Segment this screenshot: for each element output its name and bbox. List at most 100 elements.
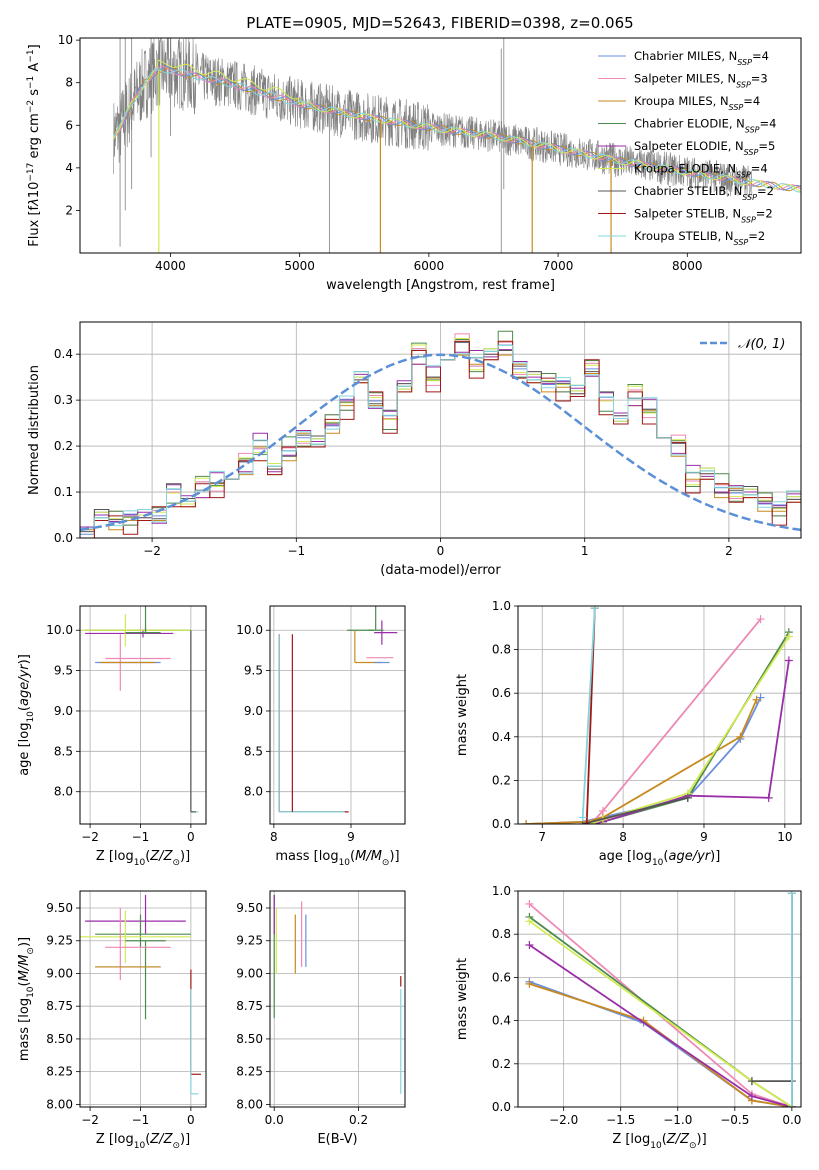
x-axis-label: Z [log10(Z/Z⊙)] — [96, 1132, 190, 1151]
x-tick-label: 0.0 — [782, 1113, 801, 1127]
x-tick-label: 8 — [619, 830, 627, 844]
plot-area — [278, 606, 398, 813]
x-axis-label: E(B-V) — [317, 1132, 357, 1147]
weight-marker — [736, 732, 745, 741]
y-tick-label: 9.00 — [236, 966, 263, 980]
x-tick-label: 10 — [777, 830, 792, 844]
x-axis-label: wavelength [Angstrom, rest frame] — [326, 278, 555, 293]
weight-marker — [756, 615, 765, 624]
chart-age_vs_Z: −2 −1 0 8.0 8.5 9.0 9.5 10.0 Z [log10(Z/Z⊙)] age … — [17, 605, 207, 868]
x-axis-label: mass [log10(M/M⊙)] — [275, 849, 399, 868]
axes-frame — [79, 890, 207, 1108]
histogram-step — [80, 341, 801, 533]
y-tick-label: 8.50 — [46, 1032, 73, 1046]
grid — [518, 605, 801, 825]
weight-line — [590, 660, 790, 824]
weight-marker — [784, 632, 793, 641]
weight-marker — [578, 813, 587, 822]
weight-line — [590, 636, 790, 824]
plot-area — [525, 891, 796, 1107]
weight-line — [581, 608, 596, 818]
weight-marker — [525, 899, 534, 908]
x-tick-label: 9 — [347, 830, 355, 844]
plot-area — [522, 606, 793, 824]
axes-frame — [79, 605, 207, 825]
weight-line — [529, 980, 793, 1107]
weight-marker — [590, 606, 599, 613]
y-tick-label: 0.6 — [492, 686, 511, 700]
y-tick-label: 0.2 — [492, 773, 511, 787]
y-tick-label: 8.75 — [46, 999, 73, 1013]
y-tick-label: 8.5 — [54, 744, 73, 758]
axes-frame — [517, 605, 802, 825]
y-tick-label: 0.2 — [54, 439, 73, 453]
weight-marker — [582, 820, 591, 824]
model-spectrum-line — [113, 67, 801, 193]
legend-label: Kroupa ELODIE, NSSP=4 — [634, 162, 768, 180]
x-tick-label: 7 — [538, 830, 546, 844]
y-tick-label: 0.0 — [492, 1100, 511, 1114]
legend-label: Kroupa MILES, NSSP=4 — [634, 94, 760, 112]
y-tick-label: 0.8 — [492, 643, 511, 657]
chart-age_vs_mass: 8 9 8.0 8.5 9.0 9.5 10.0 mass [log10(M/M⊙)] — [236, 605, 406, 868]
y-tick-label: 9.0 — [244, 704, 263, 718]
legend: 𝒩(0, 1) — [700, 337, 785, 352]
y-tick-label: 9.00 — [46, 966, 73, 980]
weight-line — [526, 699, 758, 824]
weight-marker — [764, 793, 773, 802]
normal-curve — [80, 353, 801, 532]
y-axis-label: mass [log10(M/M⊙)] — [17, 937, 36, 1061]
x-tick-label: −2.0 — [549, 1113, 578, 1127]
weight-marker — [522, 820, 531, 824]
weight-marker — [525, 941, 534, 949]
y-tick-label: 8.00 — [236, 1097, 263, 1111]
weight-marker — [525, 917, 534, 926]
x-axis-label: Z [log10(Z/Z⊙)] — [612, 1132, 706, 1151]
y-tick-label: 0.8 — [492, 927, 511, 941]
x-tick-label: 0 — [187, 830, 195, 844]
y-axis-label: Flux [fλ10−17 erg cm−2 s−1 A−1] — [26, 44, 42, 246]
y-tick-label: 8.75 — [236, 999, 263, 1013]
figure-title: PLATE=0905, MJD=52643, FIBERID=0398, z=0… — [246, 14, 633, 32]
model-spectrum-line — [113, 66, 801, 191]
histogram-step — [80, 333, 801, 538]
y-tick-label: 8.00 — [46, 1097, 73, 1111]
weight-marker — [683, 793, 692, 802]
y-tick-label: 0.6 — [492, 970, 511, 984]
x-tick-label: 5000 — [284, 259, 315, 273]
grid — [270, 606, 405, 824]
axes-frame — [79, 37, 802, 254]
y-tick-label: 8.5 — [244, 744, 263, 758]
chart-mass_weight_vs_age: 7 8 9 10 0.0 0.2 0.4 0.6 0.8 1.0 age [log10(age/yr… — [455, 599, 802, 868]
x-tick-label: −2 — [81, 830, 99, 844]
x-tick-label: −1 — [132, 1113, 150, 1127]
x-tick-label: 4000 — [155, 259, 186, 273]
x-tick-label: 2 — [725, 544, 733, 558]
legend-label: Salpeter MILES, NSSP=3 — [634, 72, 768, 90]
y-tick-label: 0.1 — [54, 485, 73, 499]
y-tick-label: 0.4 — [54, 347, 73, 361]
weight-line — [529, 983, 793, 1107]
y-tick-label: 8.25 — [46, 1065, 73, 1079]
grid — [80, 606, 206, 824]
y-axis-label: mass weight — [455, 958, 470, 1040]
x-tick-label: −2 — [143, 544, 161, 558]
chart-mass_vs_Z: −2 −1 0 8.00 8.25 8.50 8.75 9.00 9.25 9.50 Z [log1… — [17, 890, 207, 1151]
x-tick-label: 0.0 — [265, 1113, 284, 1127]
y-tick-label: 9.50 — [46, 901, 73, 915]
x-axis-label: age [log10(age/yr)] — [599, 849, 721, 868]
chart-mass_vs_EBV: 0.0 0.2 8.00 8.25 8.50 8.75 9.00 9.25 9.50 E(B-V) — [236, 890, 406, 1147]
weight-line — [582, 796, 689, 824]
y-tick-label: 9.5 — [54, 664, 73, 678]
legend-label: 𝒩(0, 1) — [738, 337, 785, 352]
weight-marker — [787, 1103, 796, 1107]
chart-spectrum: 4000 5000 6000 7000 8000 2 4 6 8 10 wavelength [An… — [26, 33, 802, 293]
weight-marker — [752, 695, 761, 704]
model-spectrum-line — [113, 66, 801, 192]
weight-marker — [747, 1092, 756, 1101]
y-tick-label: 10 — [58, 33, 73, 47]
y-tick-label: 10.0 — [236, 623, 263, 637]
y-tick-label: 0.0 — [54, 531, 73, 545]
weight-marker — [756, 693, 765, 702]
y-tick-label: 0.3 — [54, 393, 73, 407]
